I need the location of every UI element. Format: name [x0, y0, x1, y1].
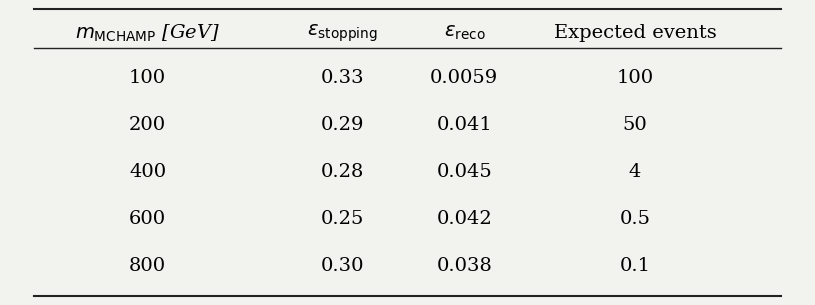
- Text: 600: 600: [129, 210, 166, 228]
- Text: 0.33: 0.33: [321, 69, 364, 87]
- Text: 4: 4: [628, 163, 641, 181]
- Text: 0.038: 0.038: [436, 257, 492, 275]
- Text: 0.0059: 0.0059: [430, 69, 499, 87]
- Text: 100: 100: [616, 69, 654, 87]
- Text: 400: 400: [129, 163, 166, 181]
- Text: 0.29: 0.29: [321, 116, 364, 134]
- Text: 0.25: 0.25: [321, 210, 364, 228]
- Text: 0.5: 0.5: [619, 210, 650, 228]
- Text: Expected events: Expected events: [553, 24, 716, 42]
- Text: $\varepsilon_{\mathrm{reco}}$: $\varepsilon_{\mathrm{reco}}$: [443, 24, 485, 42]
- Text: 800: 800: [129, 257, 166, 275]
- Text: 0.042: 0.042: [437, 210, 492, 228]
- Text: 100: 100: [129, 69, 166, 87]
- Text: 200: 200: [129, 116, 166, 134]
- Text: 50: 50: [623, 116, 647, 134]
- Text: 0.041: 0.041: [437, 116, 492, 134]
- Text: 0.30: 0.30: [321, 257, 364, 275]
- Text: 0.1: 0.1: [619, 257, 650, 275]
- Text: $\varepsilon_{\mathrm{stopping}}$: $\varepsilon_{\mathrm{stopping}}$: [307, 22, 378, 44]
- Text: $m_{\mathrm{MCHAMP}}$ [GeV]: $m_{\mathrm{MCHAMP}}$ [GeV]: [75, 23, 220, 44]
- Text: 0.045: 0.045: [437, 163, 492, 181]
- Text: 0.28: 0.28: [321, 163, 364, 181]
